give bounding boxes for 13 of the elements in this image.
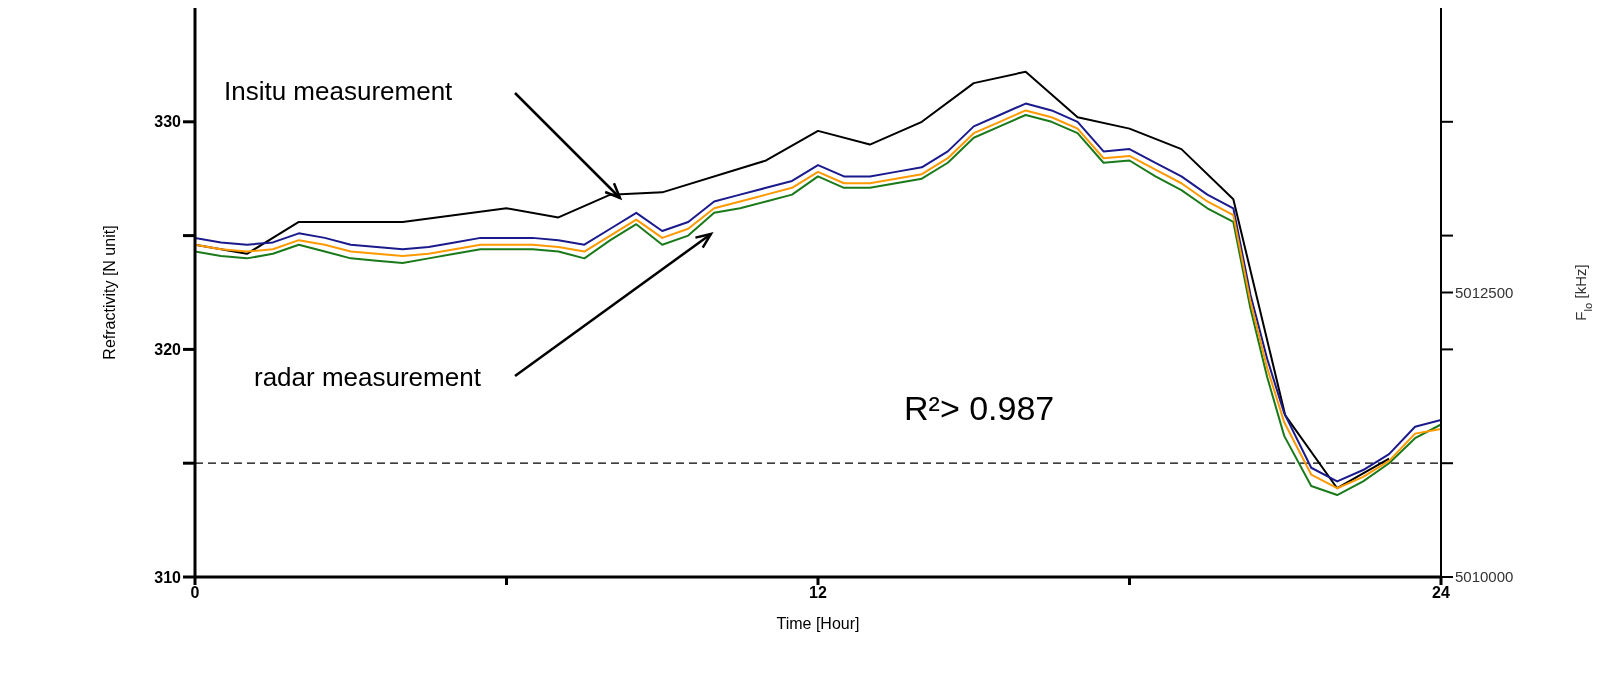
y2-tick-label: 5010000 bbox=[1455, 568, 1514, 586]
x-axis-title: Time [Hour] bbox=[776, 615, 860, 632]
annotation: Insitu measurement bbox=[224, 76, 454, 106]
x-tick-label: 12 bbox=[809, 584, 827, 602]
x-tick-label: 24 bbox=[1432, 584, 1450, 602]
annotation: R²> 0.987 bbox=[904, 389, 1055, 427]
x-tick-label: 0 bbox=[190, 584, 200, 602]
y-axis-title: Refractivity [N unit] bbox=[100, 225, 118, 360]
y-tick-label: 320 bbox=[154, 341, 182, 359]
y-tick-label: 330 bbox=[154, 113, 182, 131]
y-tick-label: 310 bbox=[154, 568, 182, 586]
y2-tick-label: 5012500 bbox=[1455, 283, 1514, 301]
annotation: radar measurement bbox=[254, 362, 482, 392]
